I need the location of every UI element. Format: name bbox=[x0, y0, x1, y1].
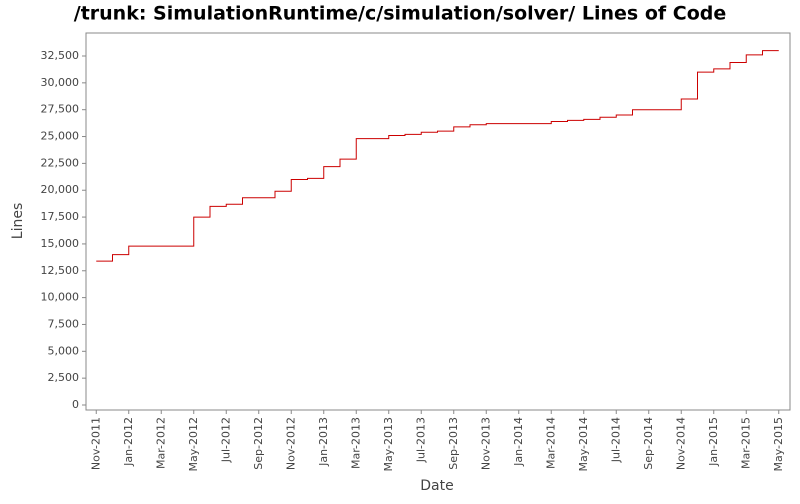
x-tick-label: Jan-2012 bbox=[122, 417, 135, 467]
y-tick-label: 12,500 bbox=[41, 264, 80, 277]
x-tick-label: Mar-2012 bbox=[154, 417, 167, 469]
x-tick-label: May-2014 bbox=[577, 417, 590, 472]
y-tick-label: 27,500 bbox=[41, 103, 80, 116]
y-tick-label: 32,500 bbox=[41, 49, 80, 62]
x-tick-label: May-2013 bbox=[382, 417, 395, 472]
y-tick-label: 17,500 bbox=[41, 210, 80, 223]
chart-title: /trunk: SimulationRuntime/c/simulation/s… bbox=[74, 3, 726, 25]
y-tick-label: 25,000 bbox=[41, 130, 80, 143]
x-tick-label: Jan-2013 bbox=[317, 417, 330, 467]
x-tick-label: Sep-2012 bbox=[252, 417, 265, 470]
y-tick-label: 22,500 bbox=[41, 156, 80, 169]
x-tick-label: Jan-2014 bbox=[512, 417, 525, 467]
plot-frame bbox=[85, 32, 791, 411]
y-tick-label: 5,000 bbox=[48, 344, 80, 357]
x-tick-label: Nov-2011 bbox=[89, 417, 102, 470]
x-tick-label: Nov-2012 bbox=[284, 417, 297, 470]
x-tick-label: Nov-2014 bbox=[674, 417, 687, 470]
y-tick-label: 15,000 bbox=[41, 237, 80, 250]
x-axis-label: Date bbox=[420, 478, 453, 494]
x-tick-label: Jul-2014 bbox=[609, 417, 622, 463]
y-tick-label: 0 bbox=[72, 398, 79, 411]
x-tick-label: Sep-2013 bbox=[447, 417, 460, 470]
x-tick-label: May-2015 bbox=[772, 417, 785, 472]
y-axis-label: Lines bbox=[10, 203, 26, 239]
x-tick-label: May-2012 bbox=[187, 417, 200, 472]
x-tick-label: Sep-2014 bbox=[642, 417, 655, 470]
x-tick-label: Mar-2013 bbox=[349, 417, 362, 469]
y-tick-label: 2,500 bbox=[48, 371, 80, 384]
y-tick-label: 20,000 bbox=[41, 183, 80, 196]
x-tick-label: Jul-2012 bbox=[219, 417, 232, 463]
x-tick-label: Mar-2015 bbox=[739, 417, 752, 469]
y-tick-label: 10,000 bbox=[41, 291, 80, 304]
x-tick-label: Mar-2014 bbox=[544, 417, 557, 469]
data-line bbox=[96, 50, 779, 262]
y-tick-label: 7,500 bbox=[48, 317, 80, 330]
x-tick-label: Nov-2013 bbox=[479, 417, 492, 470]
y-tick-label: 30,000 bbox=[41, 76, 80, 89]
x-tick-label: Jul-2013 bbox=[414, 417, 427, 463]
x-tick-label: Jan-2015 bbox=[707, 417, 720, 467]
